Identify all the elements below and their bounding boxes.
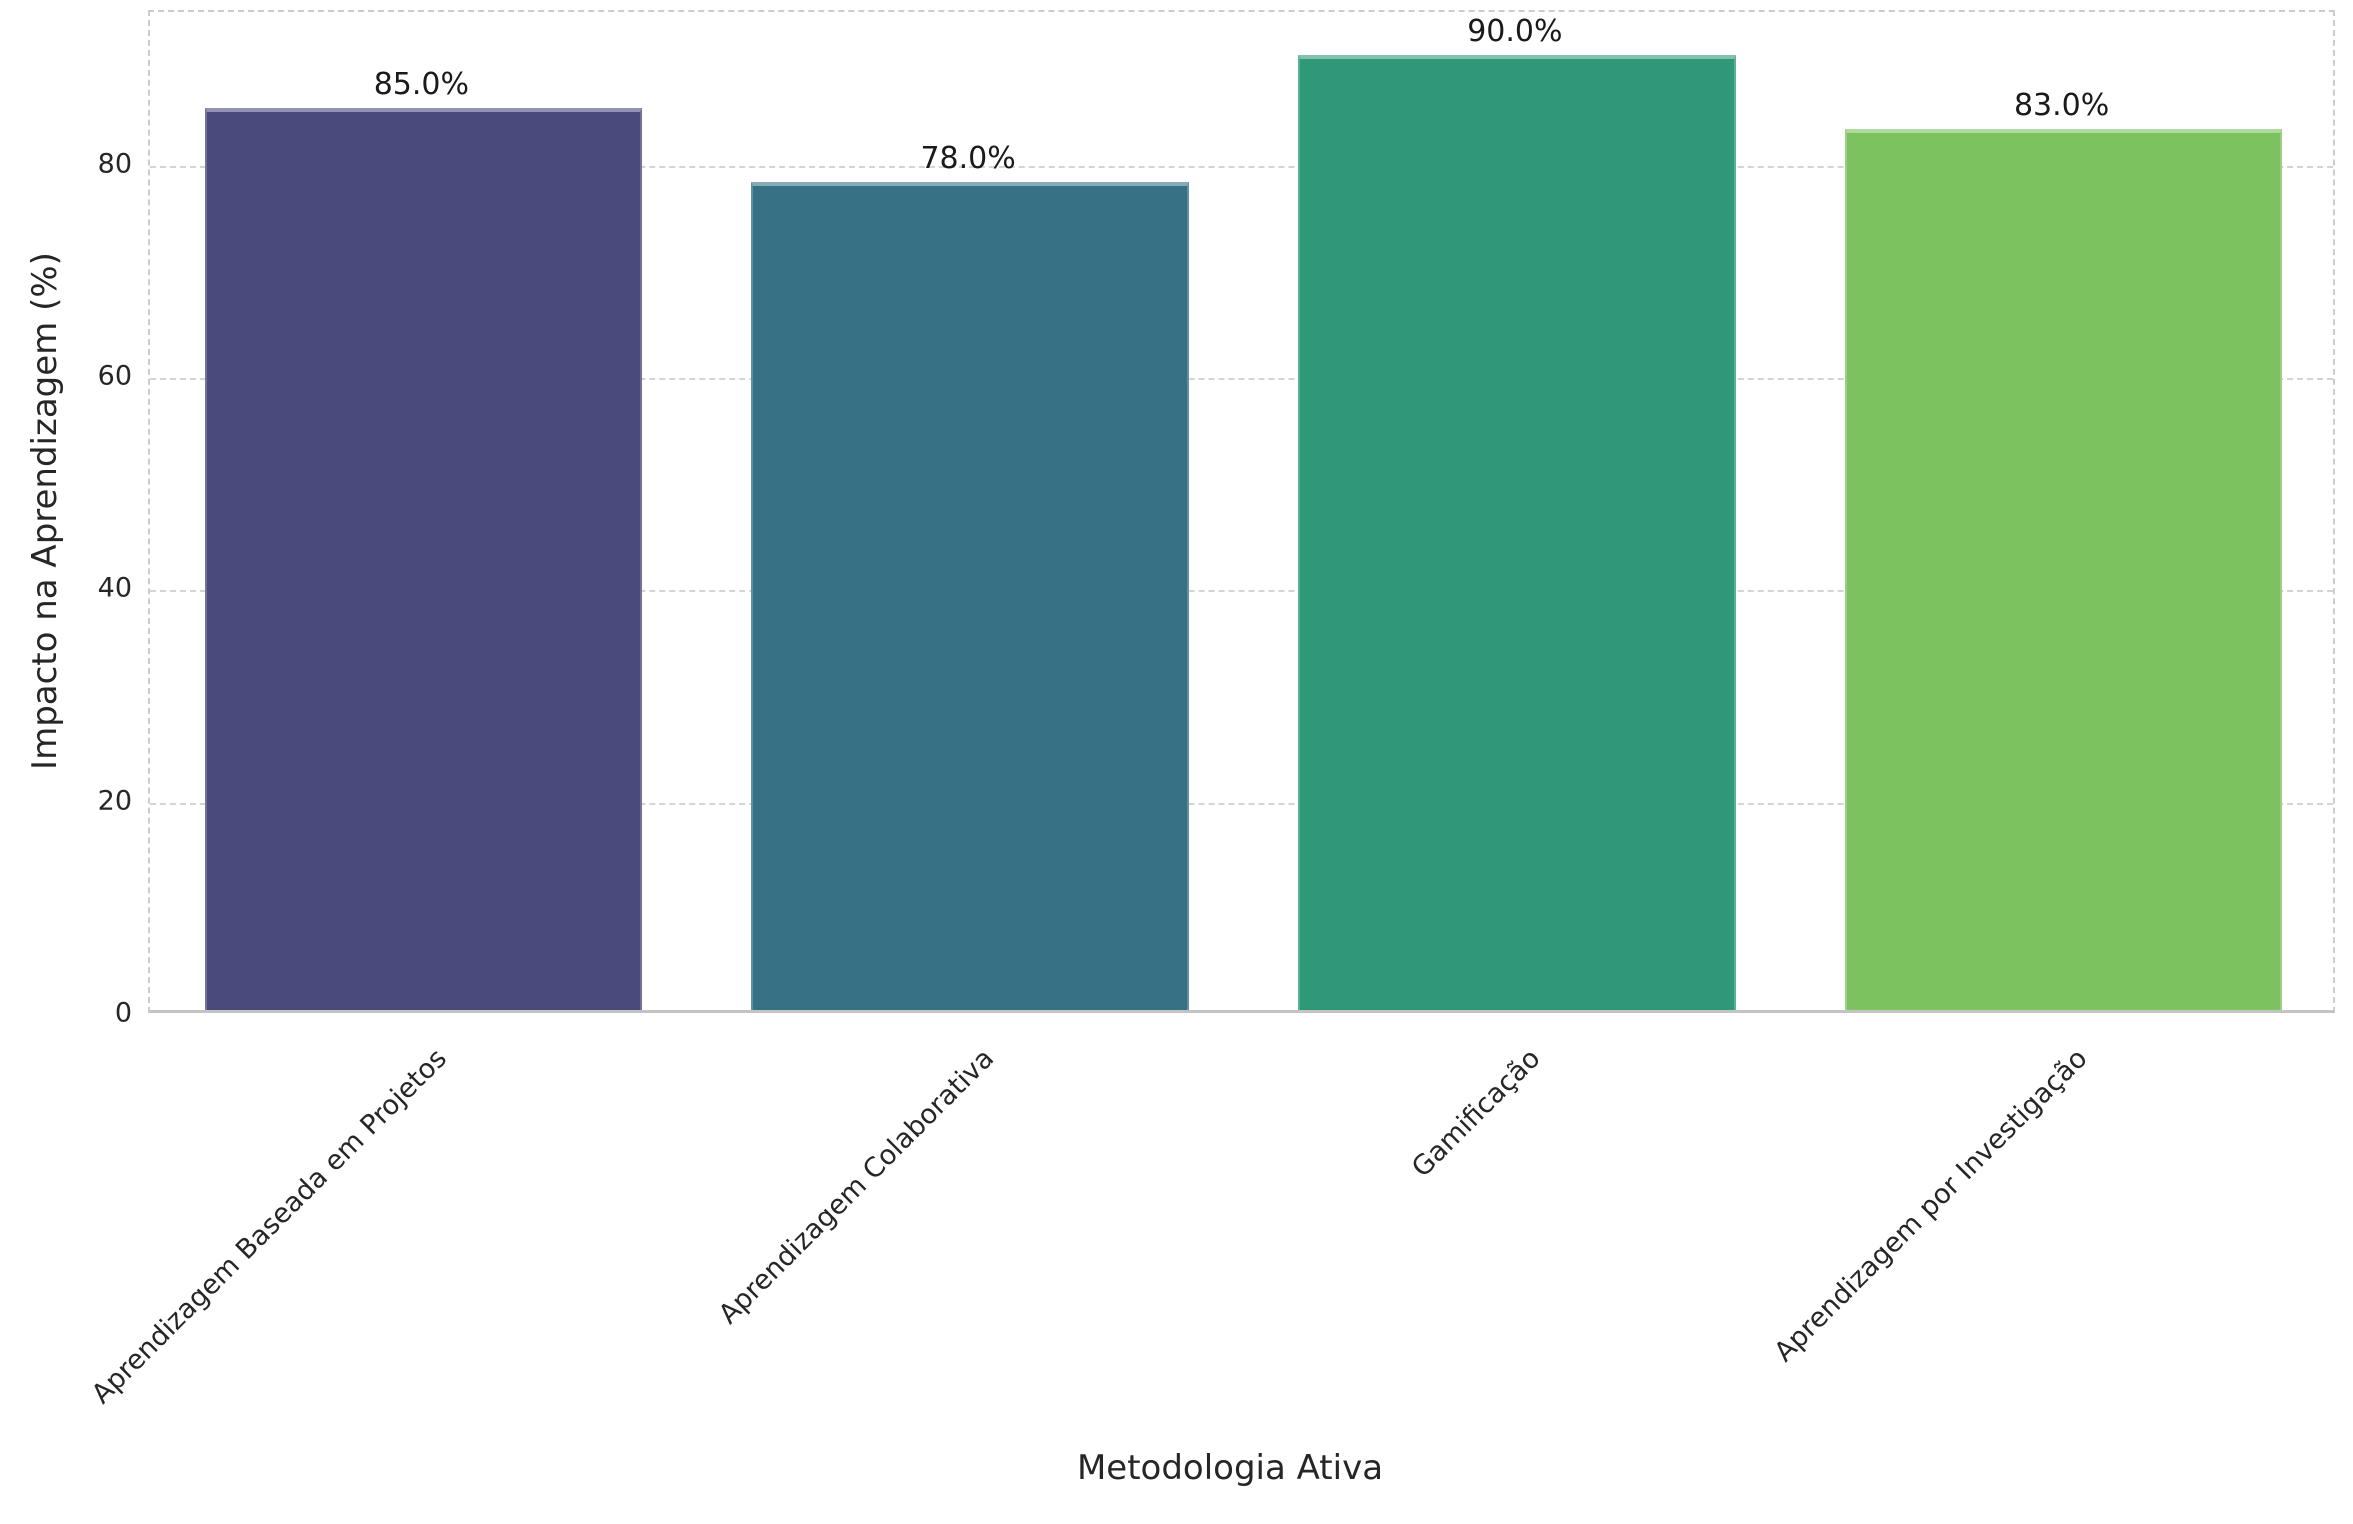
x-axis-title: Metodologia Ativa [1076, 1448, 1384, 1488]
plot-area [148, 10, 2335, 1013]
x-tick-label: Gamificação [1406, 1043, 1547, 1184]
x-tick-label: Aprendizagem Colaborativa [712, 1043, 1001, 1331]
y-tick-label: 0 [114, 997, 132, 1029]
y-tick-label: 60 [97, 360, 132, 392]
y-tick-label: 20 [97, 785, 132, 817]
gridline-y-80 [150, 165, 2333, 168]
bar-value-label: 85.0% [373, 66, 470, 102]
y-tick-label: 80 [97, 148, 132, 180]
bar-value-label: 78.0% [920, 141, 1016, 177]
x-tick-label: Aprendizagem por Investigação [1768, 1043, 2094, 1368]
bar-value-label: 83.0% [2013, 88, 2110, 124]
gridline-y-60 [150, 378, 2333, 381]
y-tick-label: 40 [97, 572, 132, 604]
bar-3 [1298, 54, 1736, 1010]
x-tick-label: Aprendizagem Baseada em Projetos [86, 1043, 454, 1410]
y-axis-title: Impacto na Aprendizagem (%) [25, 252, 65, 770]
gridline-y-20 [150, 802, 2333, 805]
bar-4 [1844, 129, 2283, 1010]
gridline-y-40 [150, 590, 2333, 593]
bar-value-label: 90.0% [1467, 13, 1563, 49]
bar-1 [204, 107, 643, 1010]
bar-2 [751, 182, 1189, 1010]
